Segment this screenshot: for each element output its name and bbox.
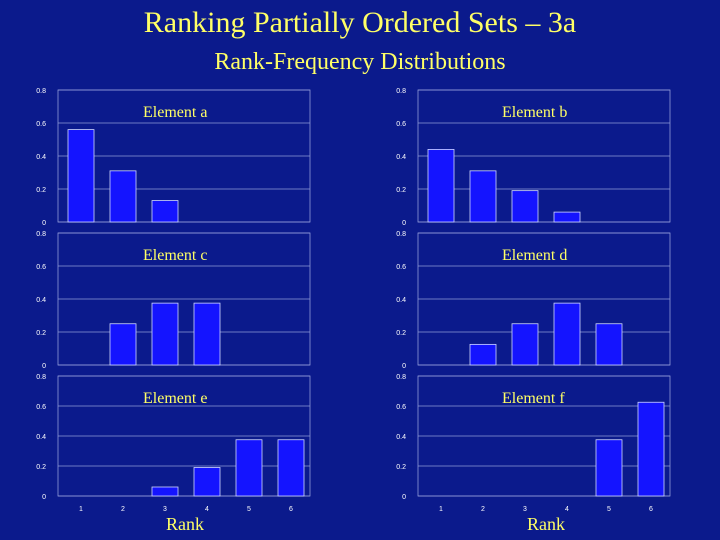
y-tick-label: 0	[42, 220, 46, 227]
y-tick-label: 0.8	[396, 231, 406, 238]
bar	[511, 190, 539, 223]
y-tick-label: 0.6	[36, 121, 46, 128]
y-tick-label: 0.2	[396, 464, 406, 471]
bar	[151, 486, 179, 497]
y-tick-label: 0.6	[396, 264, 406, 271]
bar	[193, 302, 221, 366]
bar	[277, 439, 305, 497]
panel-label: Element f	[502, 390, 565, 407]
y-tick-label: 0	[402, 220, 406, 227]
x-axis-label-right: Rank	[527, 514, 565, 534]
y-tick-label: 0.8	[396, 374, 406, 381]
bar	[109, 170, 137, 223]
y-tick-label: 0.2	[36, 187, 46, 194]
bar	[427, 148, 455, 223]
bar	[469, 170, 497, 223]
panel-label: Element b	[502, 104, 567, 121]
bar	[469, 343, 497, 366]
bar	[151, 302, 179, 366]
bar	[235, 439, 263, 497]
y-tick-label: 0.4	[36, 154, 46, 161]
y-tick-label: 0	[42, 363, 46, 370]
bar	[511, 323, 539, 366]
y-tick-label: 0.2	[36, 330, 46, 337]
bar	[109, 323, 137, 366]
bar	[151, 200, 179, 223]
y-tick-label: 0	[42, 494, 46, 501]
y-tick-label: 0.6	[396, 404, 406, 411]
panel-label: Element e	[143, 390, 207, 407]
y-tick-label: 0.2	[396, 187, 406, 194]
x-tick-label: 4	[205, 506, 209, 513]
y-tick-label: 0.8	[396, 88, 406, 95]
y-tick-label: 0.4	[36, 434, 46, 441]
x-tick-label: 2	[121, 506, 125, 513]
bar	[553, 302, 581, 366]
y-tick-label: 0.4	[396, 434, 406, 441]
y-tick-label: 0.6	[36, 264, 46, 271]
panel-label: Element a	[143, 104, 207, 121]
x-tick-label: 1	[439, 506, 443, 513]
y-tick-label: 0.2	[36, 464, 46, 471]
y-tick-label: 0.4	[396, 154, 406, 161]
y-tick-label: 0.6	[36, 404, 46, 411]
y-tick-label: 0.4	[396, 297, 406, 304]
page-title: Ranking Partially Ordered Sets – 3a	[143, 6, 577, 39]
bar	[595, 323, 623, 366]
page-subtitle: Rank-Frequency Distributions	[214, 49, 506, 75]
x-tick-label: 3	[523, 506, 527, 513]
bar	[553, 211, 581, 223]
x-tick-label: 6	[649, 506, 653, 513]
y-tick-label: 0.8	[36, 231, 46, 238]
y-tick-label: 0.6	[396, 121, 406, 128]
panel-label: Element d	[502, 247, 567, 264]
y-tick-label: 0	[402, 494, 406, 501]
y-tick-label: 0.2	[396, 330, 406, 337]
bar	[193, 467, 221, 497]
bar	[637, 401, 665, 497]
y-tick-label: 0.8	[36, 88, 46, 95]
y-tick-label: 0.4	[36, 297, 46, 304]
x-tick-label: 5	[247, 506, 251, 513]
y-tick-label: 0.8	[36, 374, 46, 381]
x-tick-label: 5	[607, 506, 611, 513]
x-tick-label: 4	[565, 506, 569, 513]
y-tick-label: 0	[402, 363, 406, 370]
x-axis-label-left: Rank	[166, 514, 204, 534]
bar	[67, 129, 95, 223]
x-tick-label: 2	[481, 506, 485, 513]
panel-label: Element c	[143, 247, 207, 264]
x-tick-label: 1	[79, 506, 83, 513]
x-tick-label: 3	[163, 506, 167, 513]
bar	[595, 439, 623, 497]
x-tick-label: 6	[289, 506, 293, 513]
